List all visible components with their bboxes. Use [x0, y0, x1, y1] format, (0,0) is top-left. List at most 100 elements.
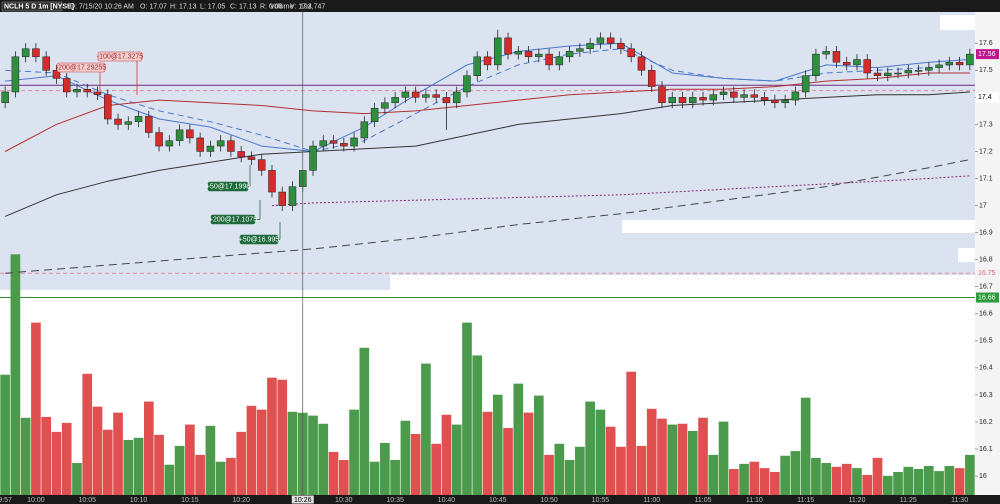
candle-body: [760, 97, 769, 101]
volume-bar: [749, 461, 760, 495]
volume-bar: [92, 406, 103, 495]
volume-readout: 192,747: [300, 3, 325, 10]
price-label: 16.75: [978, 270, 996, 277]
candle-body: [288, 186, 297, 206]
volume-bar: [380, 442, 390, 495]
volume-bar: [585, 401, 595, 495]
candle-body: [606, 37, 615, 44]
candle-body: [914, 70, 923, 72]
candle-body: [83, 89, 91, 93]
candle-body: [576, 48, 584, 52]
volume-bar: [780, 455, 790, 495]
candle-body: [124, 121, 133, 125]
volume-bar: [72, 462, 82, 495]
volume-bar: [61, 422, 72, 495]
candle-body: [617, 43, 625, 49]
volume-bar: [944, 465, 955, 495]
volume-bar: [677, 423, 688, 495]
x-tick-label: 10:45: [489, 497, 507, 504]
candle-body: [370, 107, 379, 122]
candle-body: [422, 94, 430, 98]
volume-bar: [728, 468, 739, 495]
y-tick-label: 16.7: [979, 284, 993, 291]
volume-bar: [359, 347, 370, 495]
candle-body: [473, 56, 481, 76]
candle-body: [709, 94, 718, 101]
candle-body: [175, 129, 184, 141]
candle-body: [452, 91, 461, 104]
candle-body: [832, 51, 841, 63]
symbol-box[interactable]: [1, 1, 63, 12]
volume-bar: [872, 457, 883, 495]
volume-bar: [544, 454, 554, 495]
candle-body: [340, 143, 348, 147]
candle-body: [227, 140, 235, 152]
candle-body: [206, 145, 215, 152]
trade-label: +50@17.1998: [206, 183, 250, 190]
candle-body: [483, 56, 492, 66]
candle-body: [668, 97, 676, 104]
candle-body: [966, 53, 974, 66]
x-tick-label: 11:25: [900, 497, 917, 504]
x-tick-label: 10:10: [130, 497, 148, 504]
volume-bar: [451, 424, 462, 495]
candle-body: [134, 116, 143, 122]
candle-body: [822, 51, 830, 55]
candle-body: [442, 97, 451, 104]
candle-body: [863, 59, 871, 74]
trade-box: [207, 181, 249, 192]
price-label: 16.66: [978, 294, 996, 301]
candle-body: [237, 151, 245, 158]
volume-bar: [893, 471, 903, 495]
price-label-box: [976, 92, 999, 103]
header-readout: L: 17.05: [200, 3, 225, 10]
volume-bar: [626, 371, 637, 495]
volume-bar: [667, 424, 678, 495]
candle-body: [730, 91, 738, 98]
volume-bar: [954, 468, 965, 495]
header-bar: [0, 0, 1000, 12]
candle-body: [699, 97, 707, 101]
volume-bar: [903, 466, 914, 495]
candle-body: [52, 70, 61, 79]
volume-bar: [616, 446, 626, 495]
volume-bar: [759, 468, 770, 495]
candle-body: [360, 121, 369, 139]
candle-body: [216, 140, 225, 147]
candle-body: [801, 75, 810, 93]
candle-body: [689, 97, 697, 104]
candle-body: [62, 78, 71, 93]
price-label-box: [976, 292, 999, 303]
volume-bar: [503, 428, 513, 495]
price-label-box: [976, 268, 999, 279]
candle-body: [884, 72, 892, 76]
y-tick-label: 16: [979, 473, 987, 480]
candle-body: [853, 59, 861, 66]
indicator-line: [4, 91, 970, 217]
x-tick-label: 10:20: [232, 497, 250, 504]
candle-body: [719, 91, 728, 95]
candle-body: [750, 94, 759, 98]
y-tick-label: 17: [979, 202, 987, 209]
candle-body: [11, 56, 20, 93]
candle-body: [21, 48, 30, 58]
header-readout: O: 17.07: [140, 3, 167, 10]
volume-bar: [287, 411, 298, 495]
volume-bar: [174, 445, 185, 495]
volume-bar: [185, 424, 195, 495]
x-tick-label: 10:26: [294, 497, 312, 504]
volume-bar: [862, 474, 873, 495]
volume-bar: [923, 465, 934, 495]
header-readout: R: 0.08: [260, 3, 283, 10]
volume-bar: [338, 460, 349, 495]
volume-bar: [143, 401, 154, 495]
volume-bar: [400, 420, 411, 495]
volume-bar: [533, 395, 544, 495]
volume-bar: [113, 412, 123, 495]
indicator-line: [5, 159, 970, 274]
volume-bar: [841, 463, 852, 495]
volume-bar: [82, 373, 93, 495]
candle-body: [401, 91, 410, 98]
volume-bar: [133, 437, 144, 495]
volume-bar: [441, 414, 452, 495]
